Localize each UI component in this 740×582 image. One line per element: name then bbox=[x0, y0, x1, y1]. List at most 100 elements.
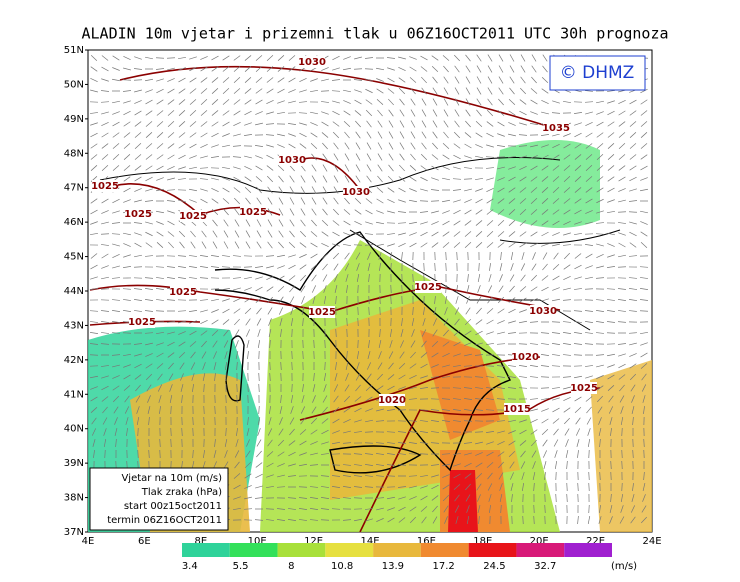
wind-arrow bbox=[311, 208, 317, 216]
info-line: Vjetar na 10m (m/s) bbox=[121, 473, 222, 484]
wind-arrow bbox=[463, 409, 473, 411]
wind-arrow bbox=[299, 77, 307, 83]
wind-arrow bbox=[443, 98, 449, 106]
wind-arrow bbox=[464, 242, 472, 248]
wind-arrow bbox=[310, 143, 318, 149]
wind-arrow bbox=[321, 253, 329, 259]
wind-arrow bbox=[101, 221, 109, 225]
wind-arrow bbox=[620, 505, 624, 513]
wind-arrow bbox=[596, 265, 604, 269]
wind-arrow bbox=[365, 99, 373, 105]
wind-arrow bbox=[573, 343, 583, 345]
wind-arrow bbox=[288, 77, 296, 83]
wind-arrow bbox=[496, 343, 506, 345]
wind-arrow bbox=[299, 143, 307, 149]
wind-arrow bbox=[343, 407, 351, 413]
wind-arrow bbox=[464, 318, 472, 326]
wind-arrow bbox=[277, 133, 285, 137]
wind-arrow bbox=[554, 450, 558, 458]
wind-arrow bbox=[189, 188, 197, 192]
wind-arrow bbox=[432, 76, 438, 84]
wind-arrow bbox=[475, 231, 483, 237]
wind-arrow bbox=[111, 277, 121, 279]
wind-arrow bbox=[452, 452, 462, 456]
wind-arrow bbox=[541, 397, 549, 401]
wind-arrow bbox=[300, 175, 306, 183]
wind-arrow bbox=[575, 417, 581, 425]
wind-arrow bbox=[541, 275, 549, 281]
wind-arrow bbox=[432, 505, 438, 513]
wind-arrow bbox=[584, 332, 594, 334]
wind-arrow bbox=[552, 198, 560, 204]
wind-arrow bbox=[255, 111, 263, 115]
wind-arrow bbox=[344, 175, 350, 183]
wind-arrow bbox=[401, 251, 403, 261]
wind-arrow bbox=[247, 350, 249, 360]
wind-arrow bbox=[167, 220, 175, 226]
wind-arrow bbox=[291, 350, 293, 360]
wind-arrow bbox=[257, 339, 261, 349]
wind-arrow bbox=[420, 153, 428, 161]
wind-arrow bbox=[167, 143, 175, 149]
wind-field bbox=[448, 470, 478, 532]
wind-arrow bbox=[269, 339, 271, 349]
wind-arrow bbox=[234, 450, 240, 458]
wind-arrow bbox=[178, 110, 186, 116]
wind-arrow bbox=[595, 233, 605, 235]
wind-arrow bbox=[542, 439, 548, 447]
wind-arrow bbox=[398, 243, 406, 247]
wind-arrow bbox=[421, 340, 427, 348]
wind-arrow bbox=[134, 353, 142, 357]
wind-arrow bbox=[486, 177, 494, 181]
wind-arrow bbox=[310, 417, 318, 425]
wind-arrow bbox=[244, 186, 252, 194]
wind-arrow bbox=[596, 143, 604, 149]
wind-arrow bbox=[90, 221, 98, 225]
wind-arrow bbox=[476, 483, 482, 491]
wind-arrow bbox=[323, 373, 327, 381]
wind-arrow bbox=[510, 483, 514, 491]
wind-arrow bbox=[236, 427, 238, 437]
wind-arrow bbox=[574, 396, 582, 402]
wind-arrow bbox=[431, 55, 439, 61]
wind-arrow bbox=[311, 285, 317, 293]
wind-arrow bbox=[387, 243, 395, 247]
wind-arrow bbox=[368, 306, 370, 316]
wind-arrow bbox=[357, 306, 359, 316]
wind-arrow bbox=[170, 405, 172, 415]
wind-arrow bbox=[552, 232, 560, 236]
wind-arrow bbox=[301, 395, 305, 403]
wind-arrow bbox=[519, 187, 527, 193]
wind-arrow bbox=[456, 251, 458, 261]
wind-arrow bbox=[574, 221, 582, 225]
wind-arrow bbox=[155, 288, 165, 290]
wind-arrow bbox=[309, 519, 319, 521]
wind-arrow bbox=[584, 90, 594, 92]
wind-arrow bbox=[530, 242, 538, 248]
wind-arrow bbox=[629, 231, 637, 237]
wind-arrow bbox=[200, 132, 208, 138]
wind-arrow bbox=[310, 452, 318, 456]
wind-arrow bbox=[464, 353, 472, 357]
wind-arrow bbox=[628, 299, 638, 301]
wind-arrow bbox=[552, 100, 560, 104]
wind-arrow bbox=[476, 98, 482, 106]
wind-arrow bbox=[244, 485, 252, 489]
wind-arrow bbox=[289, 428, 295, 436]
wind-arrow bbox=[299, 440, 307, 446]
wind-arrow bbox=[409, 242, 417, 248]
wind-arrow bbox=[321, 441, 329, 445]
wind-arrow bbox=[643, 438, 645, 448]
wind-arrow bbox=[629, 110, 637, 116]
wind-arrow bbox=[574, 176, 582, 182]
wind-arrow bbox=[221, 288, 231, 290]
wind-arrow bbox=[595, 222, 605, 224]
wind-arrow bbox=[332, 252, 340, 260]
wind-arrow bbox=[221, 255, 231, 257]
wind-arrow bbox=[211, 132, 219, 138]
wind-arrow bbox=[112, 67, 120, 71]
wind-arrow bbox=[101, 198, 109, 204]
wind-arrow bbox=[529, 343, 539, 345]
wind-arrow bbox=[431, 165, 439, 171]
wind-arrow bbox=[420, 363, 428, 369]
